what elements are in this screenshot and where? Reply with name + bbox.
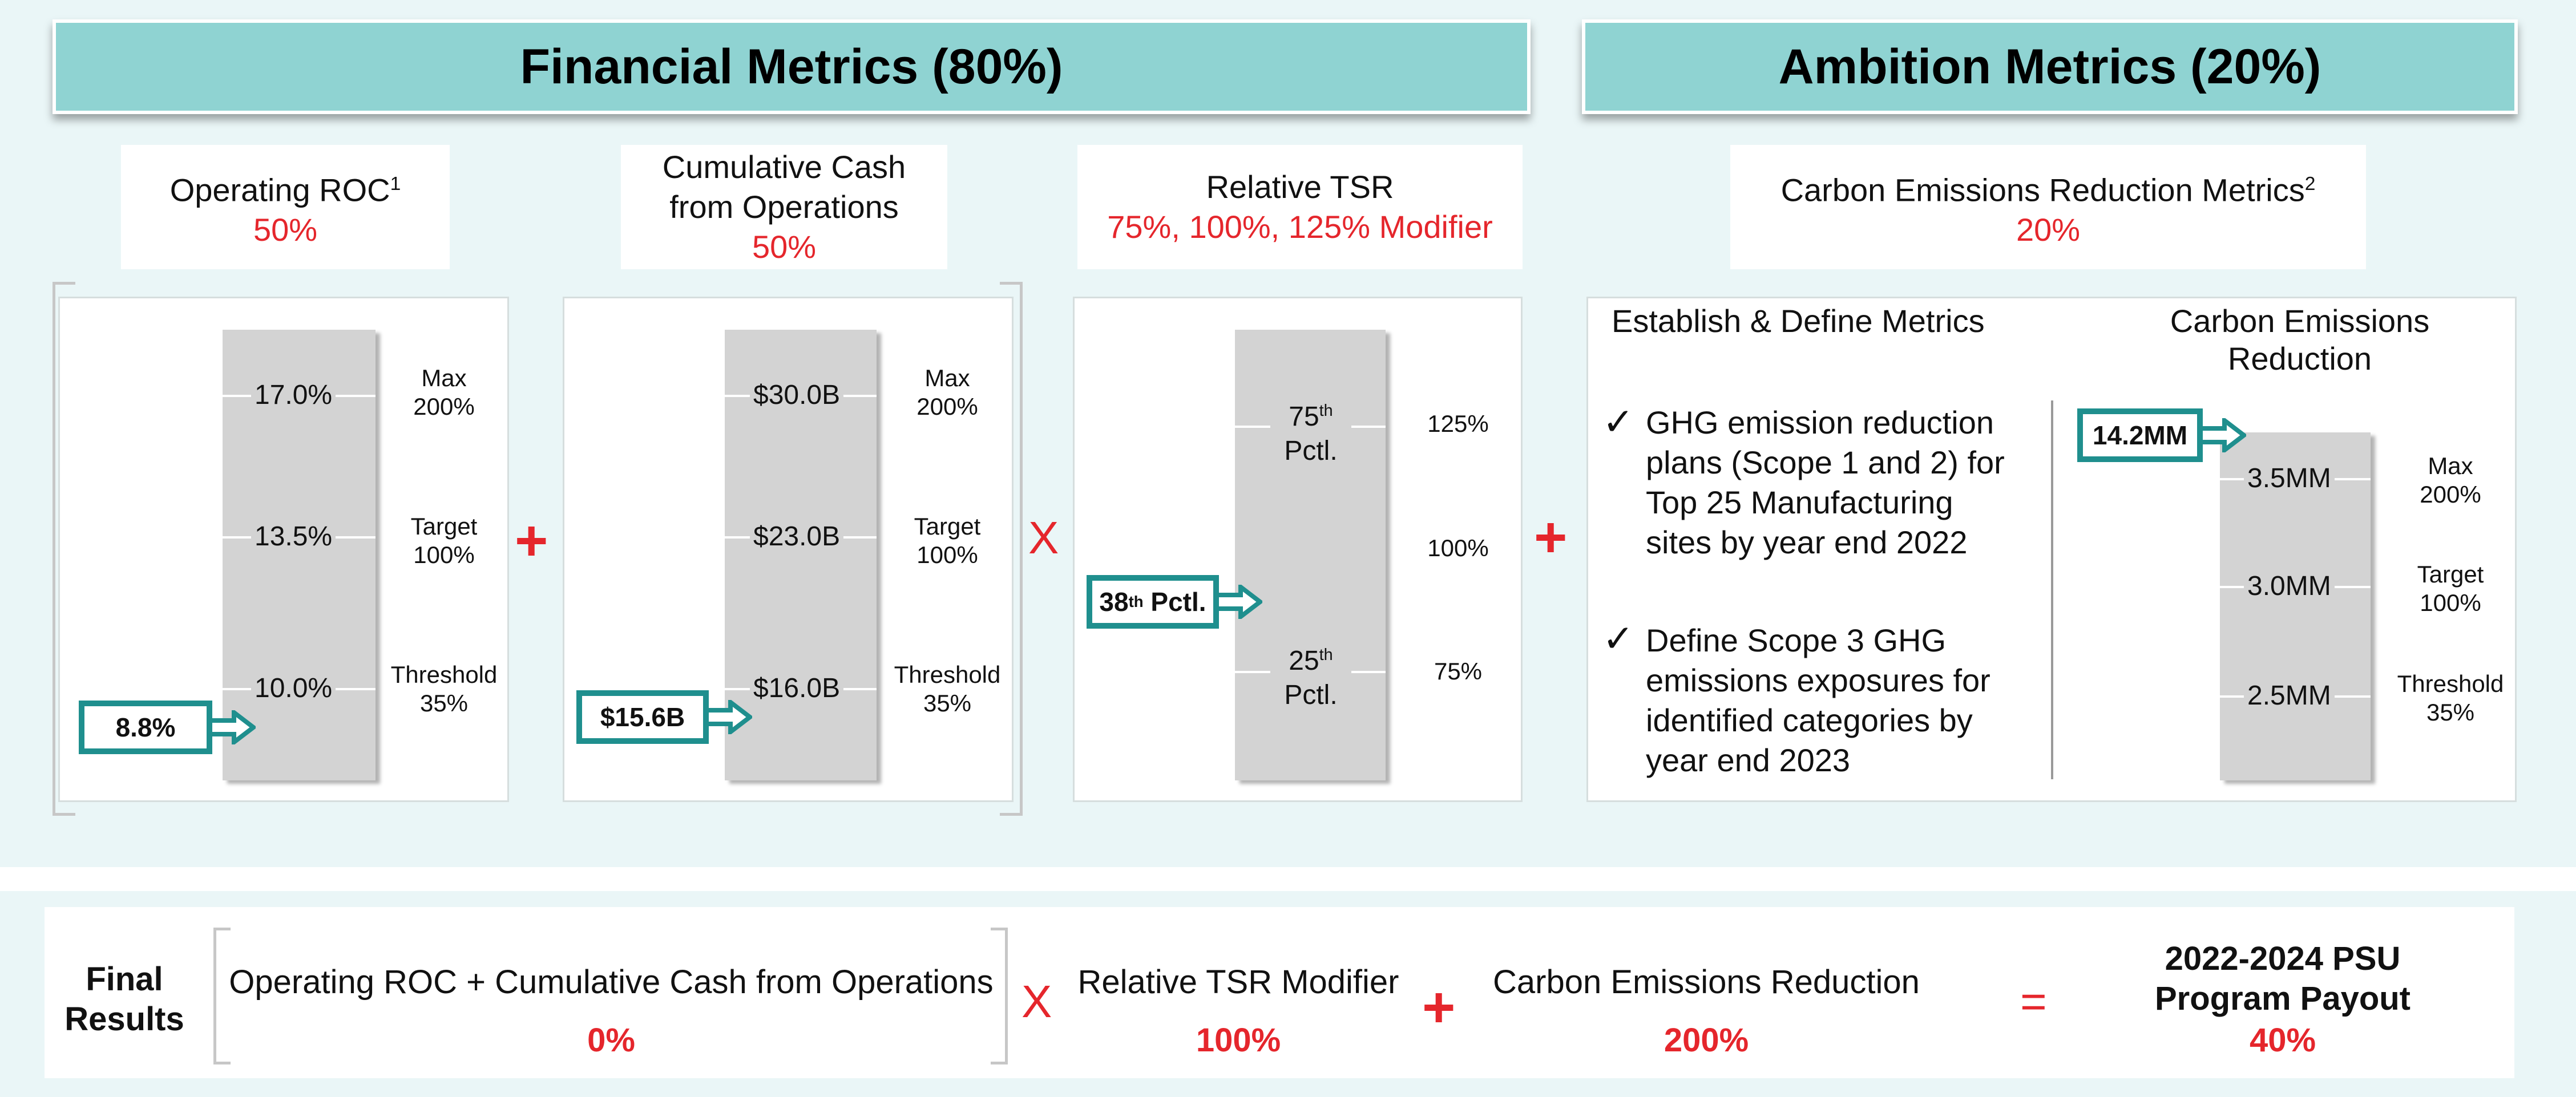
- roc-actual-arrow-icon: [210, 710, 256, 744]
- cash-max-label: Max 200%: [916, 365, 978, 420]
- final-part3-label: Carbon Emissions Reduction: [1493, 964, 1920, 1001]
- cash-title-line1: Cumulative Cash: [662, 149, 906, 185]
- carbon-actual-box: 14.2MM: [2077, 408, 2203, 462]
- check-item-2: Define Scope 3 GHG emissions exposures fo…: [1646, 622, 1990, 778]
- carbon-title: Carbon Emissions Reduction Metrics: [1780, 172, 2305, 208]
- final-equals-operator: =: [2020, 976, 2047, 1027]
- carbon-max-value: 3.5MM: [2244, 463, 2335, 494]
- carbon-actual-arrow-icon: [2200, 418, 2246, 452]
- plus-operator-2: +: [1534, 505, 1568, 569]
- final-part3-value: 200%: [1664, 1022, 1749, 1059]
- tsr-side-75: 75%: [1434, 658, 1483, 685]
- final-part1-label: Operating ROC + Cumulative Cash from Ope…: [229, 964, 994, 1001]
- roc-threshold-value: 10.0%: [251, 673, 336, 704]
- cash-header: Cumulative Cash from Operations 50%: [621, 145, 947, 269]
- final-results-label: Final Results: [64, 961, 184, 1038]
- carbon-threshold-value: 2.5MM: [2244, 680, 2335, 711]
- carbon-weight: 20%: [2016, 212, 2081, 248]
- carbon-divider: [2051, 400, 2053, 779]
- cash-max-value: $30.0B: [750, 379, 844, 411]
- roc-target-label: Target 100%: [410, 513, 478, 568]
- cash-target-value: $23.0B: [750, 521, 844, 552]
- roc-header: Operating ROC1 50%: [121, 145, 450, 269]
- roc-title: Operating ROC: [169, 172, 390, 208]
- check-item-1: GHG emission reduction plans (Scope 1 and…: [1646, 404, 2005, 560]
- tsr-bottom-pctl: 25th Pctl.: [1270, 638, 1351, 713]
- final-part2-value: 100%: [1196, 1022, 1281, 1059]
- cash-threshold-value: $16.0B: [750, 673, 844, 704]
- financial-bracket-right: [1000, 282, 1023, 816]
- roc-weight: 50%: [253, 212, 318, 248]
- cash-actual-box: $15.6B: [576, 690, 709, 744]
- financial-metrics-banner: Financial Metrics (80%): [53, 19, 1531, 114]
- carbon-footnote: 2: [2304, 173, 2316, 195]
- roc-footnote: 1: [390, 173, 401, 195]
- carbon-target-value: 3.0MM: [2244, 570, 2335, 602]
- tsr-weight: 75%, 100%, 125% Modifier: [1107, 209, 1493, 245]
- cash-weight: 50%: [752, 229, 817, 265]
- cash-title-line2: from Operations: [669, 189, 899, 225]
- final-part2-label: Relative TSR Modifier: [1077, 964, 1399, 1001]
- ambition-metrics-banner: Ambition Metrics (20%): [1582, 19, 2518, 114]
- final-bracket-left: [213, 928, 231, 1064]
- tsr-header: Relative TSR 75%, 100%, 125% Modifier: [1077, 145, 1523, 269]
- roc-max-value: 17.0%: [251, 379, 336, 411]
- carbon-max-label: Max 200%: [2420, 452, 2481, 508]
- tsr-title: Relative TSR: [1206, 169, 1394, 205]
- tsr-side-125: 125%: [1427, 410, 1489, 437]
- times-operator: X: [1028, 512, 1059, 563]
- final-times-operator: X: [1021, 976, 1052, 1027]
- final-result-value: 40%: [2249, 1022, 2316, 1059]
- check-icon-2: ✓: [1602, 617, 1634, 659]
- plus-operator-1: +: [515, 509, 548, 573]
- cash-threshold-label: Threshold 35%: [894, 661, 1001, 717]
- cash-actual-arrow-icon: [706, 700, 752, 734]
- roc-max-label: Max 200%: [413, 365, 475, 420]
- final-result-label: 2022-2024 PSU Program Payout: [2155, 940, 2411, 1017]
- final-plus-operator: +: [1422, 975, 1456, 1039]
- carbon-target-label: Target 100%: [2417, 561, 2484, 616]
- cash-target-label: Target 100%: [914, 513, 981, 568]
- tsr-top-pctl: 75th Pctl.: [1270, 394, 1351, 468]
- roc-target-value: 13.5%: [251, 521, 336, 552]
- tsr-actual-arrow-icon: [1217, 585, 1262, 619]
- roc-threshold-label: Threshold 35%: [390, 661, 498, 717]
- final-bracket-right: [991, 928, 1008, 1064]
- roc-actual-box: 8.8%: [79, 701, 212, 754]
- carbon-col2-title: Carbon Emissions Reduction: [2170, 303, 2430, 377]
- final-results-panel: [45, 907, 2514, 1078]
- financial-bracket-left: [53, 282, 75, 816]
- carbon-threshold-label: Threshold 35%: [2397, 670, 2504, 726]
- tsr-side-100: 100%: [1427, 535, 1489, 561]
- carbon-header: Carbon Emissions Reduction Metrics2 20%: [1730, 145, 2366, 269]
- check-icon-1: ✓: [1602, 400, 1634, 443]
- final-part1-value: 0%: [587, 1022, 635, 1059]
- carbon-col1-title: Establish & Define Metrics: [1612, 303, 1985, 339]
